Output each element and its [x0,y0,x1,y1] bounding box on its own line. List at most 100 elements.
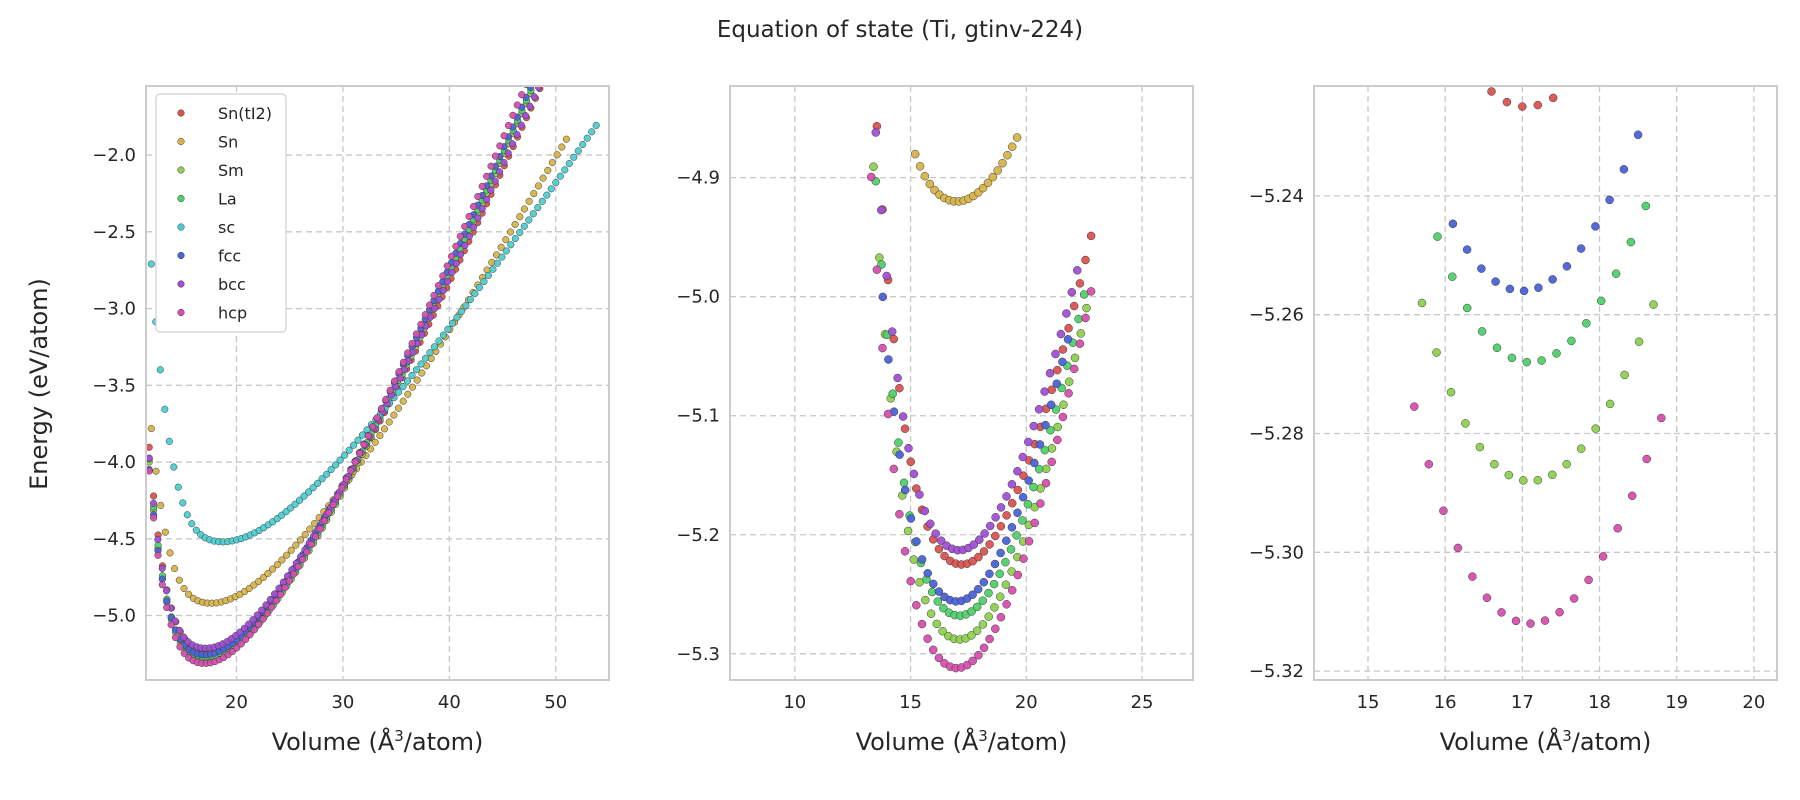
data-point [150,514,158,522]
data-point [1611,269,1621,278]
data-point [171,634,180,642]
data-point [297,536,305,544]
data-point [457,307,465,316]
data-point [1041,478,1051,488]
data-point [259,573,267,582]
data-point [984,588,993,598]
data-point [991,531,1000,541]
data-point [968,590,977,599]
series-hcp [146,19,556,667]
data-point [452,242,460,250]
data-point [903,526,913,536]
data-point [471,289,479,298]
data-point [175,626,184,634]
data-point [995,592,1005,601]
data-point [1552,349,1561,358]
data-point [558,143,566,151]
data-point [1075,279,1085,288]
data-point [938,626,947,636]
data-point [541,57,548,64]
data-point [502,247,510,255]
data-point [912,537,921,546]
data-point [995,569,1004,579]
data-point [931,529,940,538]
data-point [900,547,910,556]
y-tick-label: −5.0 [92,606,136,627]
data-point [988,172,998,182]
data-point [147,424,155,433]
data-point [496,168,504,176]
data-point [341,451,349,459]
data-point [1598,552,1608,561]
data-point [377,405,385,413]
data-point [882,271,891,281]
data-point [559,16,566,23]
data-point [448,252,456,260]
data-point [250,581,258,589]
data-point [478,182,486,190]
data-point [899,478,909,488]
data-point [1519,476,1528,485]
legend-label: La [218,190,237,209]
data-point [500,132,508,140]
x-tick-label: 16 [1434,692,1457,713]
data-point [1047,457,1056,467]
data-point [1538,30,1546,38]
data-point [351,458,359,466]
data-point [399,358,407,366]
data-point [1477,264,1486,273]
data-point [417,360,425,368]
data-point [242,635,250,644]
data-point [563,9,570,16]
data-point [1081,255,1090,265]
data-point [399,383,407,391]
data-point [990,559,1000,569]
data-point [516,228,524,237]
data-point [1006,545,1016,554]
data-point [978,183,988,193]
data-point [336,456,344,464]
data-point [1591,424,1600,433]
data-point [271,590,279,598]
data-point [403,377,412,385]
data-point [443,262,451,270]
data-point [552,178,560,187]
data-point [439,286,447,295]
y-tick-label: −5.24 [1249,186,1304,207]
data-point [1596,296,1606,306]
data-point [979,547,989,556]
data-point [1034,464,1044,474]
panel-1: 20 30 40 50 −5.0 −4.5 −4.0 −3.5 −3.0 −2.5 −2.0 Volu… [92,9,610,756]
data-point [1583,0,1591,2]
data-point [165,437,173,445]
legend-marker [177,109,185,117]
data-point [1013,570,1023,580]
data-point [354,436,362,444]
data-point [1029,482,1038,492]
data-point [263,609,272,617]
data-point [376,432,384,440]
data-point [1562,262,1572,271]
y-tick-label: −5.1 [676,406,720,427]
y-tick-label: −3.0 [92,299,136,320]
y-tick-label: −3.5 [92,375,136,396]
data-point [549,19,556,26]
data-point [920,506,930,516]
data-point [545,66,552,73]
data-point [435,295,443,303]
data-point [563,27,570,34]
data-point [1058,412,1068,422]
data-point [412,330,421,338]
data-point [588,128,596,136]
data-point [360,441,368,449]
legend-label: Sn(tI2) [218,104,272,123]
data-point [466,295,474,304]
data-point [1548,470,1557,480]
data-point [1511,616,1521,626]
data-point [347,467,355,475]
data-point [1070,353,1080,363]
data-point [1433,232,1442,241]
data-point [287,504,295,512]
data-point [866,172,876,182]
